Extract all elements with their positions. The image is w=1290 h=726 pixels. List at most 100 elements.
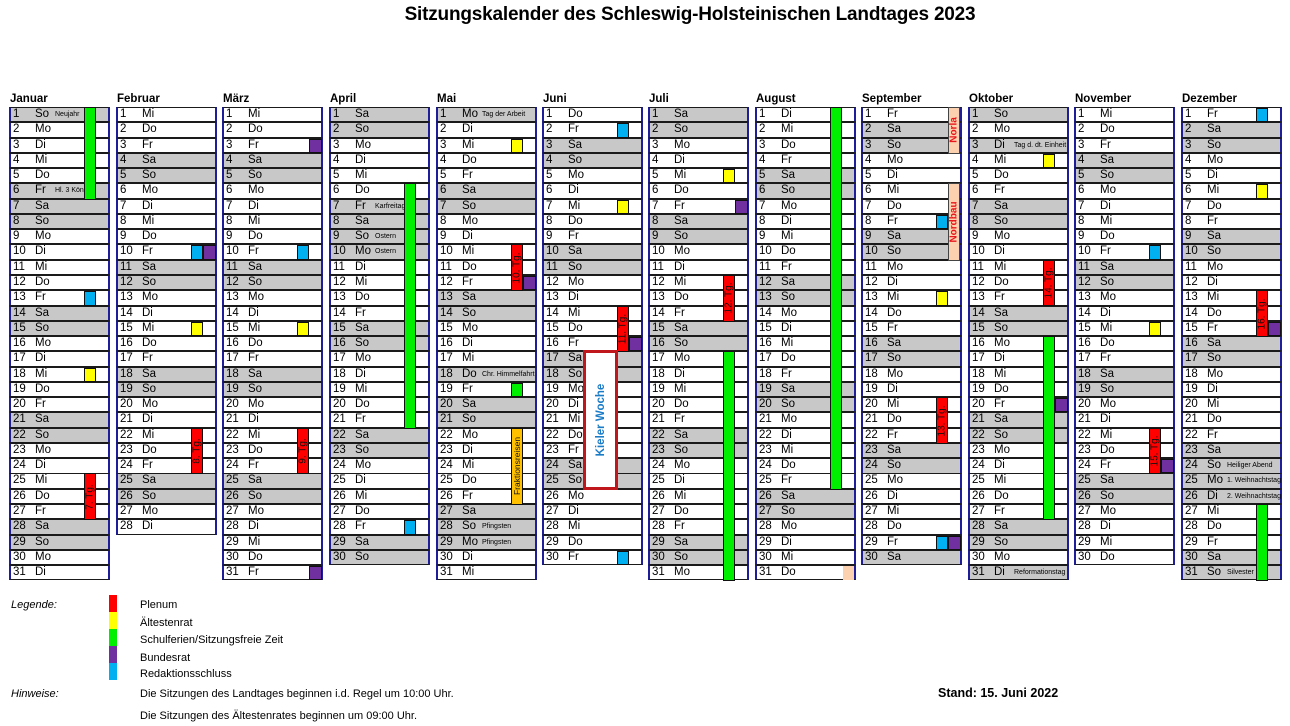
day-cell[interactable]: 7 So <box>436 198 537 214</box>
day-cell[interactable]: 26 So <box>1074 488 1175 505</box>
day-cell[interactable]: 4 Sa <box>222 152 323 169</box>
day-cell[interactable]: 8 So <box>9 213 110 230</box>
day-cell[interactable]: 6 Mo <box>1074 183 1175 199</box>
day-cell[interactable]: 21 Di <box>222 412 323 428</box>
day-cell[interactable]: 11 Mi <box>9 259 110 275</box>
day-cell[interactable]: 1 Sa <box>648 107 749 123</box>
day-cell[interactable]: 29 Di <box>755 534 856 550</box>
day-cell[interactable]: 30 Do <box>1074 549 1175 566</box>
day-cell[interactable]: 7 Di <box>116 198 217 214</box>
day-cell[interactable]: 18 Sa <box>116 366 217 382</box>
day-cell[interactable]: 16 Do <box>1074 336 1175 352</box>
day-cell[interactable]: 2 Do <box>222 122 323 138</box>
day-cell[interactable]: 17 Di <box>9 351 110 367</box>
day-cell[interactable]: 23 So <box>329 442 430 459</box>
day-cell[interactable]: 11 So <box>542 259 643 275</box>
day-cell[interactable]: 3 Di Tag d. dt. Einheit <box>968 137 1069 153</box>
day-cell[interactable]: 27 So <box>755 504 856 520</box>
day-cell[interactable]: 30 Mi <box>755 549 856 566</box>
day-cell[interactable]: 7 Di <box>1074 198 1175 214</box>
day-cell[interactable]: 5 Do <box>968 168 1069 184</box>
day-cell[interactable]: 22 So <box>9 427 110 443</box>
day-cell[interactable]: 31 Fr <box>222 565 323 581</box>
day-cell[interactable]: 1 Mo Tag der Arbeit <box>436 107 537 123</box>
day-cell[interactable]: 27 Mo <box>222 504 323 520</box>
day-cell[interactable]: 15 Sa <box>648 320 749 337</box>
day-cell[interactable]: 26 Di 2. Weihnachtstag <box>1181 488 1282 505</box>
day-cell[interactable]: 4 So <box>542 152 643 169</box>
day-cell[interactable]: 31 Mi <box>436 565 537 581</box>
day-cell[interactable]: 15 So <box>9 320 110 337</box>
day-cell[interactable]: 17 Mi <box>436 351 537 367</box>
day-cell[interactable]: 25 Mo <box>861 473 962 489</box>
day-cell[interactable]: 26 Mi <box>329 488 430 505</box>
day-cell[interactable]: 28 Di <box>1074 519 1175 535</box>
day-cell[interactable]: 17 So <box>1181 351 1282 367</box>
day-cell[interactable]: 2 Sa <box>861 122 962 138</box>
day-cell[interactable]: 1 Mi <box>1074 107 1175 123</box>
day-cell[interactable]: 17 Fr <box>116 351 217 367</box>
day-cell[interactable]: 27 Mi <box>861 504 962 520</box>
day-cell[interactable]: 17 Fr <box>1074 351 1175 367</box>
day-cell[interactable]: 5 Mo <box>542 168 643 184</box>
day-cell[interactable]: 19 Di <box>861 381 962 398</box>
day-cell[interactable]: 30 Sa <box>861 549 962 566</box>
day-cell[interactable]: 25 Di <box>329 473 430 489</box>
day-cell[interactable]: 29 Do <box>542 534 643 550</box>
day-cell[interactable]: 27 Mo <box>116 504 217 520</box>
day-cell[interactable]: 13 Mo <box>116 290 217 306</box>
day-cell[interactable]: 30 Mo <box>9 549 110 566</box>
day-cell[interactable]: 28 Sa <box>968 519 1069 535</box>
day-cell[interactable]: 18 Sa <box>1074 366 1175 382</box>
day-cell[interactable]: 18 Mo <box>861 366 962 382</box>
day-cell[interactable]: 9 So <box>648 229 749 245</box>
day-cell[interactable]: 2 Sa <box>1181 122 1282 138</box>
day-cell[interactable]: 11 Mo <box>1181 259 1282 275</box>
day-cell[interactable]: 12 Do <box>9 274 110 291</box>
day-cell[interactable]: 24 So <box>861 458 962 474</box>
day-cell[interactable]: 9 Mo <box>968 229 1069 245</box>
day-cell[interactable]: 5 Di <box>861 168 962 184</box>
day-cell[interactable]: 8 Do <box>542 213 643 230</box>
day-cell[interactable]: 3 Mo <box>648 137 749 153</box>
day-cell[interactable]: 4 Sa <box>1074 152 1175 169</box>
day-cell[interactable]: 28 Mi <box>542 519 643 535</box>
day-cell[interactable]: 21 Di <box>1074 412 1175 428</box>
day-cell[interactable]: 9 Sa <box>1181 229 1282 245</box>
day-cell[interactable]: 15 Fr <box>861 320 962 337</box>
day-cell[interactable]: 17 Fr <box>222 351 323 367</box>
day-cell[interactable]: 14 Di <box>1074 305 1175 321</box>
day-cell[interactable]: 30 So <box>329 549 430 566</box>
day-cell[interactable]: 9 Do <box>222 229 323 245</box>
day-cell[interactable]: 7 Di <box>222 198 323 214</box>
day-cell[interactable]: 20 Mo <box>116 397 217 413</box>
day-cell[interactable]: 23 Sa <box>1181 442 1282 459</box>
day-cell[interactable]: 28 Di <box>116 519 217 535</box>
day-cell[interactable]: 9 Do <box>1074 229 1175 245</box>
day-cell[interactable]: 15 Mo <box>436 320 537 337</box>
day-cell[interactable]: 21 Di <box>116 412 217 428</box>
day-cell[interactable]: 8 Mi <box>222 213 323 230</box>
day-cell[interactable]: 7 Fr <box>648 198 749 214</box>
day-cell[interactable]: 4 Di <box>329 152 430 169</box>
day-cell[interactable]: 24 Mo <box>329 458 430 474</box>
day-cell[interactable]: 13 Di <box>542 290 643 306</box>
day-cell[interactable]: 25 Sa <box>1074 473 1175 489</box>
day-cell[interactable]: 13 Mo <box>1074 290 1175 306</box>
day-cell[interactable]: 10 Di <box>9 244 110 260</box>
day-cell[interactable]: 14 So <box>436 305 537 321</box>
day-cell[interactable]: 7 Do <box>861 198 962 214</box>
day-cell[interactable]: 3 So <box>1181 137 1282 153</box>
day-cell[interactable]: 2 Do <box>116 122 217 138</box>
day-cell[interactable]: 24 So Heiliger Abend <box>1181 458 1282 474</box>
day-cell[interactable]: 2 Do <box>1074 122 1175 138</box>
day-cell[interactable]: 6 Mi <box>861 183 962 199</box>
day-cell[interactable]: 7 Sa <box>9 198 110 214</box>
day-cell[interactable]: 24 Di <box>9 458 110 474</box>
day-cell[interactable]: 8 Fr <box>1181 213 1282 230</box>
day-cell[interactable]: 15 So <box>968 320 1069 337</box>
day-cell[interactable]: 14 Di <box>222 305 323 321</box>
day-cell[interactable]: 28 Di <box>222 519 323 535</box>
day-cell[interactable]: 20 Mo <box>222 397 323 413</box>
day-cell[interactable]: 20 Mo <box>1074 397 1175 413</box>
